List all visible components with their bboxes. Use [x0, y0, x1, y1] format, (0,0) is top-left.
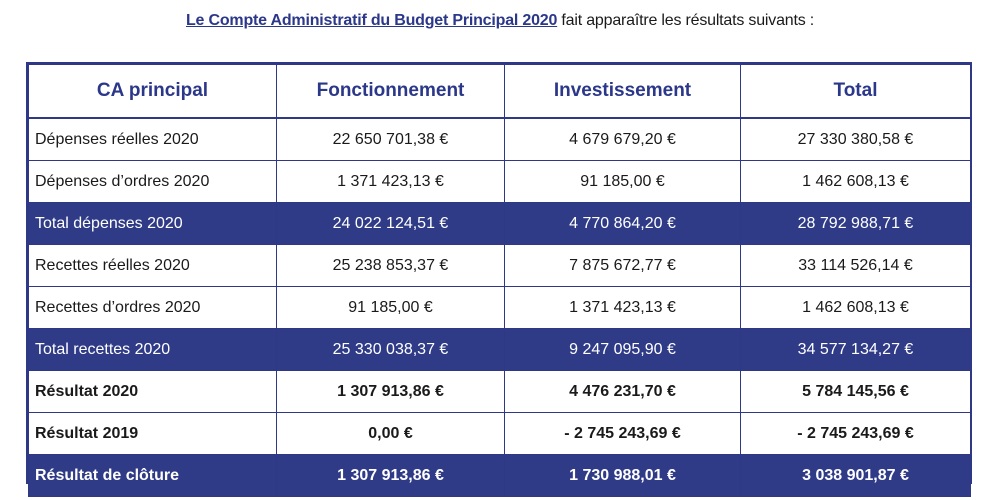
cell-investissement: 7 875 672,77 €	[504, 244, 741, 287]
cell-total: 27 330 380,58 €	[740, 117, 971, 161]
cell-investissement: 91 185,00 €	[504, 160, 741, 203]
header-ca-principal: CA principal	[28, 64, 277, 119]
row-label: Résultat de clôture	[28, 454, 277, 497]
cell-fonctionnement: 91 185,00 €	[276, 286, 505, 329]
table-row-depenses-ordres: Dépenses d’ordres 2020 1 371 423,13 € 91…	[28, 160, 971, 203]
caption-text: fait apparaître les résultats suivants :	[557, 12, 815, 29]
results-table: CA principal Fonctionnement Investisseme…	[28, 64, 971, 497]
table-row-depenses-reelles: Dépenses réelles 2020 22 650 701,38 € 4 …	[28, 117, 971, 161]
row-label: Résultat 2019	[28, 412, 277, 455]
caption: Le Compte Administratif du Budget Princi…	[0, 12, 1000, 30]
row-label: Recettes d’ordres 2020	[28, 286, 277, 329]
row-label: Résultat 2020	[28, 370, 277, 413]
cell-fonctionnement: 1 307 913,86 €	[276, 370, 505, 413]
header-fonctionnement: Fonctionnement	[276, 64, 505, 119]
cell-fonctionnement: 22 650 701,38 €	[276, 117, 505, 161]
cell-investissement: 1 371 423,13 €	[504, 286, 741, 329]
cell-fonctionnement: 25 330 038,37 €	[276, 328, 505, 371]
table-row-total-recettes: Total recettes 2020 25 330 038,37 € 9 24…	[28, 328, 971, 371]
header-investissement: Investissement	[504, 64, 741, 119]
cell-total: 1 462 608,13 €	[740, 286, 971, 329]
table-row-total-depenses: Total dépenses 2020 24 022 124,51 € 4 77…	[28, 202, 971, 245]
cell-investissement: 4 476 231,70 €	[504, 370, 741, 413]
table-row-resultat-2019: Résultat 2019 0,00 € - 2 745 243,69 € - …	[28, 412, 971, 455]
cell-total: 1 462 608,13 €	[740, 160, 971, 203]
cell-total: 33 114 526,14 €	[740, 244, 971, 287]
cell-total: - 2 745 243,69 €	[740, 412, 971, 455]
cell-fonctionnement: 25 238 853,37 €	[276, 244, 505, 287]
cell-investissement: 4 770 864,20 €	[504, 202, 741, 245]
table-header-row: CA principal Fonctionnement Investisseme…	[28, 64, 971, 119]
row-label: Dépenses réelles 2020	[28, 117, 277, 161]
row-label: Total dépenses 2020	[28, 202, 277, 245]
cell-investissement: 1 730 988,01 €	[504, 454, 741, 497]
table-row-recettes-ordres: Recettes d’ordres 2020 91 185,00 € 1 371…	[28, 286, 971, 329]
cell-investissement: 9 247 095,90 €	[504, 328, 741, 371]
budget-link[interactable]: Le Compte Administratif du Budget Princi…	[185, 12, 558, 29]
results-table-container: CA principal Fonctionnement Investisseme…	[26, 62, 972, 497]
cell-total: 34 577 134,27 €	[740, 328, 971, 371]
cell-investissement: - 2 745 243,69 €	[504, 412, 741, 455]
header-total: Total	[740, 64, 971, 119]
row-label: Total recettes 2020	[28, 328, 277, 371]
row-label: Dépenses d’ordres 2020	[28, 160, 277, 203]
cell-investissement: 4 679 679,20 €	[504, 117, 741, 161]
cell-fonctionnement: 1 371 423,13 €	[276, 160, 505, 203]
table-row-resultat-2020: Résultat 2020 1 307 913,86 € 4 476 231,7…	[28, 370, 971, 413]
cell-total: 3 038 901,87 €	[740, 454, 971, 497]
cell-fonctionnement: 1 307 913,86 €	[276, 454, 505, 497]
cell-fonctionnement: 0,00 €	[276, 412, 505, 455]
table-row-resultat-cloture: Résultat de clôture 1 307 913,86 € 1 730…	[28, 454, 971, 497]
table-row-recettes-reelles: Recettes réelles 2020 25 238 853,37 € 7 …	[28, 244, 971, 287]
cell-total: 5 784 145,56 €	[740, 370, 971, 413]
row-label: Recettes réelles 2020	[28, 244, 277, 287]
cell-fonctionnement: 24 022 124,51 €	[276, 202, 505, 245]
cell-total: 28 792 988,71 €	[740, 202, 971, 245]
